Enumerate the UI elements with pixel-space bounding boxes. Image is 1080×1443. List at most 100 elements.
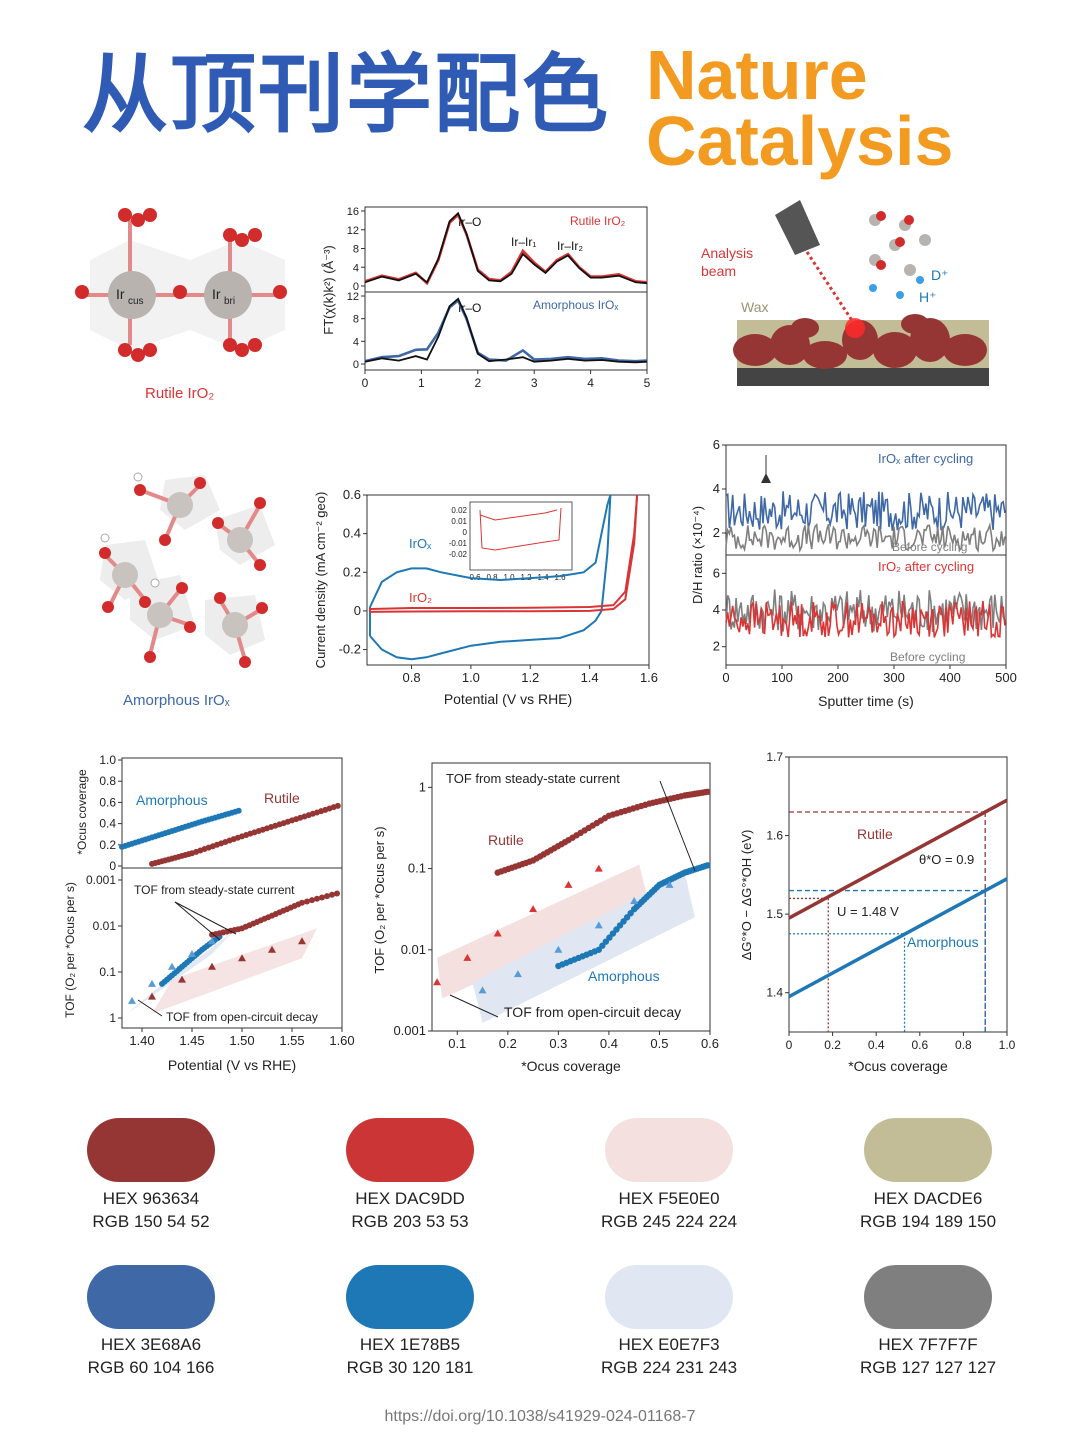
tofp-rutile-band: [152, 928, 317, 1014]
dh-top-after-label: IrOₓ after cycling: [878, 451, 973, 466]
tofc-Rutile-steady-point: [704, 788, 711, 796]
tofp-x-tick-label: 1.55: [279, 1033, 304, 1048]
swatch-7-label: HEX E0E7F3 RGB 224 231 243: [549, 1333, 789, 1379]
tofc-x-tick-label: 0.3: [549, 1036, 567, 1051]
tofp-Rutile-steady-point: [309, 897, 315, 904]
tofc-Amorphous-decay-point: [630, 897, 639, 905]
exafs-ir2-label: Ir–Ir₂: [557, 239, 583, 253]
exafs-x-tick-label: 4: [587, 376, 594, 390]
swatch-2-hex: HEX DAC9DD: [355, 1189, 465, 1208]
dh-bottom-after-line: [725, 599, 1006, 639]
h-plus-label: H⁺: [919, 289, 937, 305]
tofp-bottom-frame: [121, 867, 343, 1029]
fe-y-tick-label: 1.6: [766, 829, 783, 843]
fe-x-tick-label: 0.6: [911, 1038, 928, 1052]
swatch-7: [605, 1265, 733, 1329]
tofc-y-tick-label: 0.1: [408, 861, 426, 876]
swatch-5-label: HEX 3E68A6 RGB 60 104 166: [31, 1333, 271, 1379]
cv-y-tick-label: 0.2: [343, 564, 361, 579]
swatch-3-rgb: RGB 245 224 224: [600, 1212, 738, 1231]
fe-x-tick-label: 0: [786, 1038, 793, 1052]
tofp-x-tick-label: 1.45: [179, 1033, 204, 1048]
swatch-7-rgb: RGB 224 231 243: [600, 1358, 738, 1377]
cv-IrOx-cathodic-line: [369, 494, 612, 661]
tofc-y-axis-label: TOF (O₂ per *Ocus per s): [372, 826, 387, 973]
swatch-2: [346, 1118, 474, 1182]
tofc-x-tick-label: 0.6: [701, 1036, 719, 1051]
fe-theta-label: θ*O = 0.9: [919, 852, 974, 867]
exafs-top-y-tick-label: 8: [353, 244, 359, 256]
cv-inset-x-tick-label: 1.6: [554, 573, 566, 582]
tofp-steady-label: TOF from steady-state current: [134, 883, 295, 897]
tof-potential-chart: *Ocus coverage TOF (O₂ per *Ocus per s) …: [63, 753, 355, 1073]
tofc-x-tick-label: 0.4: [600, 1036, 618, 1051]
rutile-caption: Rutile IrO₂: [145, 385, 214, 402]
cv-inset-curve: [479, 507, 562, 551]
tofc-y-tick-label: 0.001: [393, 1023, 426, 1038]
tofc-Rutile-decay-point: [564, 880, 573, 888]
dh-top-y-tick-label: 6: [713, 437, 720, 452]
analysis-beam-label-line2: beam: [701, 263, 736, 279]
fe-y-axis-label: ΔG°*O − ΔG°*OH (eV): [739, 830, 754, 961]
swatch-2-label: HEX DAC9DD RGB 203 53 53: [290, 1187, 530, 1233]
dh-bottom-y-tick-label: 6: [713, 565, 720, 580]
tofp-top-y-tick-label: 0: [109, 859, 116, 873]
swatch-8-label: HEX 7F7F7F RGB 127 127 127: [808, 1333, 1048, 1379]
exafs-x-tick-label: 5: [644, 376, 651, 390]
dh-x-tick-label: 300: [883, 670, 905, 685]
dh-bottom-before-label: Before cycling: [890, 650, 965, 664]
tofp-Rutile-steady-point: [329, 891, 335, 898]
tofc-amorphous-band: [472, 872, 695, 1023]
swatch-1: [87, 1118, 215, 1182]
tofc-x-tick-label: 0.1: [448, 1036, 466, 1051]
fe-x-tick-label: 0.2: [824, 1038, 841, 1052]
tofp-Rutile-decay-point: [208, 962, 216, 970]
cv-inset-x-tick-label: 0.8: [486, 573, 498, 582]
dh-top-after-line: [725, 490, 1006, 532]
tofp-decay-label: TOF from open-circuit decay: [166, 1010, 318, 1024]
tofp-Amorphous-decay-point: [188, 950, 196, 957]
dh-x-tick-label: 500: [995, 670, 1017, 685]
dh-y-axis-label: D/H ratio (×10⁻⁴): [690, 506, 705, 604]
exafs-top-legend: Rutile IrO₂: [570, 214, 626, 228]
dh-x-tick-label: 400: [939, 670, 961, 685]
swatch-5: [87, 1265, 215, 1329]
rutile-structure-illustration: Ir cus Ir bri Rutile IrO₂: [75, 208, 287, 402]
cv-y-tick-label: 0: [354, 603, 361, 618]
tofp-Rutile-steady-point: [319, 894, 325, 901]
tofp-decay-pointer: [137, 999, 163, 1017]
exafs-x-tick-label: 3: [531, 376, 538, 390]
tofp-top-y-tick-label: 0.2: [99, 838, 116, 852]
exafs-bottom-frame: [364, 291, 648, 371]
doi-link[interactable]: https://doi.org/10.1038/s41929-024-01168…: [384, 1408, 696, 1425]
amorphous-structure-illustration: Amorphous IrOₓ: [99, 472, 275, 709]
fe-amorphous-label: Amorphous: [907, 934, 979, 950]
d-plus-label: D⁺: [931, 267, 949, 283]
exafs-top-y-tick-label: 16: [347, 206, 359, 218]
tofc-x-tick-label: 0.5: [650, 1036, 668, 1051]
tofp-steady-pointer-2: [174, 901, 237, 935]
fe-x-tick-label: 0.4: [868, 1038, 885, 1052]
tofp-top-y-axis-label: *Ocus coverage: [75, 769, 89, 855]
tofp-x-axis-label: Potential (V vs RHE): [168, 1057, 296, 1073]
tofp-bottom-y-tick-label: 0.001: [86, 873, 116, 887]
tofp-Rutile-steady-point: [304, 898, 310, 905]
tofc-Amorphous-decay-point: [513, 970, 522, 978]
swatch-1-rgb: RGB 150 54 52: [92, 1212, 210, 1231]
cv-inset-curve-upper: [479, 509, 558, 521]
tofc-rutile-label: Rutile: [488, 832, 524, 848]
exafs-ir1-label: Ir–Ir₁: [511, 235, 536, 249]
tofc-x-axis-label: *Ocus coverage: [521, 1058, 621, 1074]
tofp-Rutile-steady-point: [324, 893, 330, 900]
cv-IrOx-anodic-line: [369, 494, 612, 608]
tofp-top-Rutile-point: [334, 802, 341, 809]
tofc-Amorphous-decay-point: [478, 986, 487, 994]
tofc-Rutile-decay-point: [529, 905, 538, 913]
cv-inset-y-tick-label: 0.01: [451, 517, 467, 526]
exafs-bottom-y-tick-label: 0: [353, 359, 359, 371]
tofc-Rutile-decay-point: [433, 978, 442, 986]
dh-bottom-y-tick-label: 2: [713, 639, 720, 654]
tofc-Rutile-decay-point: [463, 953, 472, 961]
tofp-bottom-y-tick-label: 1: [109, 1011, 116, 1025]
cv-x-tick-label: 1.4: [581, 670, 599, 685]
